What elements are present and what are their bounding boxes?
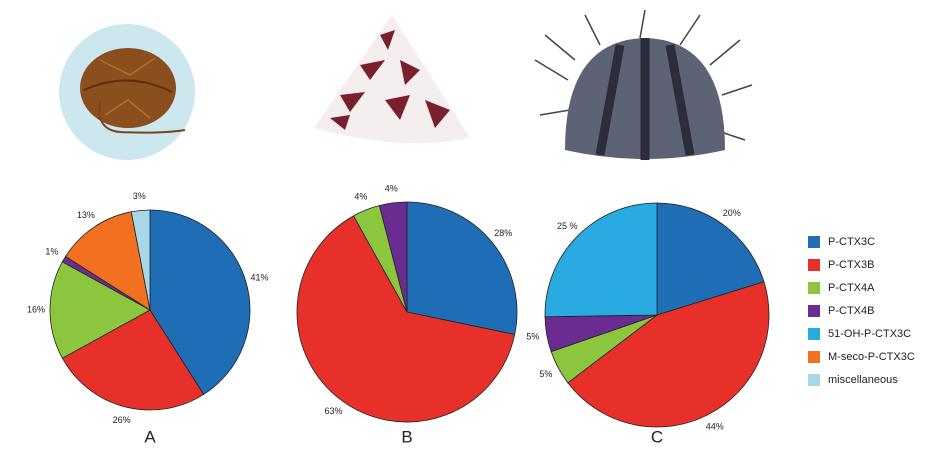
pie-slice	[149, 209, 251, 395]
dinoflagellate-illustration	[59, 24, 195, 160]
legend-swatch	[808, 259, 820, 271]
slice-label: 5%	[539, 369, 552, 379]
pie-title: B	[401, 427, 412, 446]
slice-label: 16%	[27, 304, 45, 314]
pie-slice	[656, 202, 765, 316]
legend-label: P-CTX4A	[828, 282, 875, 294]
legend-label: M-seco-P-CTX3C	[828, 351, 915, 363]
slice-label: 20%	[723, 208, 741, 218]
slice-label: 26%	[113, 415, 131, 425]
slice-label: 3%	[133, 191, 146, 201]
pie-slice	[378, 201, 408, 313]
pie-slice	[406, 201, 518, 336]
sea-urchin-illustration	[534, 9, 753, 160]
legend-label: 51-OH-P-CTX3C	[828, 328, 911, 340]
slice-label: 5%	[526, 331, 539, 341]
slice-label: 13%	[77, 210, 95, 220]
legend-swatch	[808, 305, 820, 317]
legend-swatch	[808, 351, 820, 363]
slice-label: 1%	[45, 246, 58, 256]
legend-swatch	[808, 236, 820, 248]
slice-label: 41%	[250, 273, 268, 283]
legend-swatch	[808, 328, 820, 340]
cone-shell-illustration	[314, 15, 470, 144]
slice-label: 4%	[385, 183, 398, 193]
pie-slice	[130, 209, 151, 311]
pie-title: C	[651, 427, 663, 446]
pie-slice	[49, 261, 151, 359]
legend-label: P-CTX3C	[828, 236, 875, 248]
pie-slice	[544, 202, 658, 318]
slice-label: 28%	[494, 228, 512, 238]
slice-label: 4%	[354, 191, 367, 201]
legend-swatch	[808, 282, 820, 294]
pie-slice	[296, 215, 516, 423]
slice-label: 44%	[706, 421, 724, 431]
pie-slice	[61, 309, 205, 411]
pie-slice	[65, 211, 151, 311]
legend-label: P-CTX3B	[828, 259, 874, 271]
legend-label: miscellaneous	[828, 374, 898, 386]
legend-swatch	[808, 374, 820, 386]
legend-label: P-CTX4B	[828, 305, 874, 317]
slice-label: 63%	[324, 406, 342, 416]
pie-slice	[567, 281, 770, 428]
pie-title: A	[144, 427, 156, 446]
slice-label: 25 %	[557, 221, 578, 231]
